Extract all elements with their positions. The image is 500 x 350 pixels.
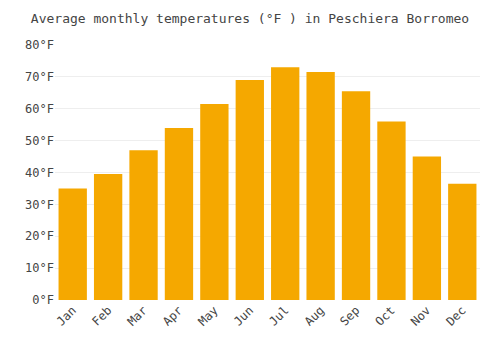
svg-text:Jan: Jan (54, 303, 79, 328)
svg-text:60°F: 60°F (25, 102, 54, 116)
svg-text:Jun: Jun (231, 303, 256, 328)
svg-text:Mar: Mar (125, 303, 150, 328)
svg-text:40°F: 40°F (25, 166, 54, 180)
svg-text:50°F: 50°F (25, 134, 54, 148)
svg-text:Aug: Aug (302, 303, 327, 328)
svg-text:20°F: 20°F (25, 229, 54, 243)
svg-text:Jul: Jul (266, 303, 291, 328)
svg-text:70°F: 70°F (25, 70, 54, 84)
svg-text:0°F: 0°F (32, 293, 54, 307)
svg-text:30°F: 30°F (25, 198, 54, 212)
svg-text:Average monthly temperatures (: Average monthly temperatures (°F ) in Pe… (31, 11, 469, 26)
svg-text:Nov: Nov (408, 303, 433, 328)
svg-text:Dec: Dec (443, 303, 468, 328)
svg-text:May: May (196, 303, 221, 328)
svg-text:10°F: 10°F (25, 261, 54, 275)
svg-text:Feb: Feb (89, 303, 114, 328)
svg-text:Sep: Sep (337, 303, 362, 328)
svg-text:Oct: Oct (373, 303, 398, 328)
svg-text:Apr: Apr (160, 303, 185, 328)
svg-text:80°F: 80°F (25, 38, 54, 52)
